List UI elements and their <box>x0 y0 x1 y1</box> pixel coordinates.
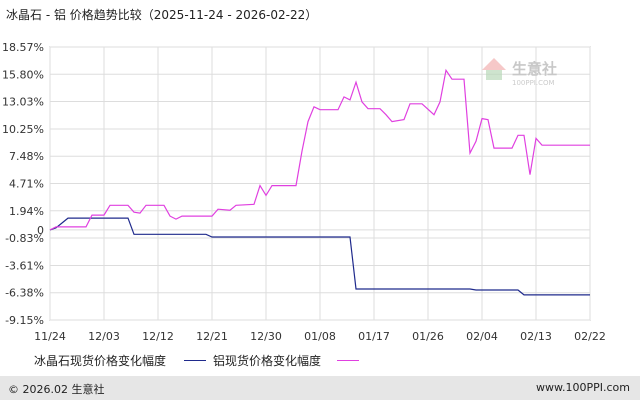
y-tick-label: 1.94% <box>9 205 44 218</box>
x-tick-label: 02/22 <box>574 330 606 343</box>
watermark-url: 100PPI.COM <box>512 79 555 87</box>
x-tick-label: 12/21 <box>196 330 228 343</box>
x-tick-label: 02/04 <box>466 330 498 343</box>
y-tick-label: 7.48% <box>9 150 44 163</box>
series-line-0 <box>49 217 590 296</box>
y-tick-label: -6.38% <box>5 287 44 300</box>
footer-bar: © 2026.02 生意社 www.100PPI.com <box>0 376 640 400</box>
y-tick-label: 10.25% <box>2 123 44 136</box>
y-tick-label: -3.61% <box>5 259 44 272</box>
x-tick-label: 02/13 <box>520 330 552 343</box>
x-tick-label: 12/30 <box>250 330 282 343</box>
y-tick-label: 0 <box>37 224 44 237</box>
y-tick-label: -0.83% <box>5 232 44 245</box>
x-tick-label: 12/12 <box>142 330 174 343</box>
legend-swatch-aluminum <box>337 360 359 361</box>
line-chart: 18.57% 15.80% 13.03% 10.25% 7.48% 4.71% 1.94% 0… <box>2 41 606 343</box>
legend-label-cryolite: 冰晶石现货价格变化幅度 <box>34 354 167 368</box>
watermark-logo-roof <box>482 58 506 70</box>
x-tick-label: 12/03 <box>88 330 120 343</box>
x-tick-label: 01/17 <box>358 330 390 343</box>
x-tick-label: 11/24 <box>34 330 66 343</box>
y-tick-label: 18.57% <box>2 41 44 54</box>
series-line-1 <box>49 68 590 231</box>
site-link[interactable]: www.100PPI.com <box>536 381 630 394</box>
watermark-brand: 生意社 <box>512 60 557 78</box>
y-tick-label: 15.80% <box>2 68 44 81</box>
x-tick-label: 01/08 <box>304 330 336 343</box>
chart-title: 冰晶石 - 铝 价格趋势比较（2025-11-24 - 2026-02-22） <box>6 8 318 22</box>
copyright-text: © 2026.02 生意社 <box>8 383 105 396</box>
legend-swatch-cryolite <box>184 360 206 361</box>
watermark-logo-base <box>486 70 502 80</box>
y-tick-label: -9.15% <box>5 314 44 327</box>
x-tick-label: 01/26 <box>412 330 444 343</box>
y-tick-label: 13.03% <box>2 96 44 109</box>
y-tick-label: 4.71% <box>9 178 44 191</box>
legend-label-aluminum: 铝现货价格变化幅度 <box>213 354 322 368</box>
